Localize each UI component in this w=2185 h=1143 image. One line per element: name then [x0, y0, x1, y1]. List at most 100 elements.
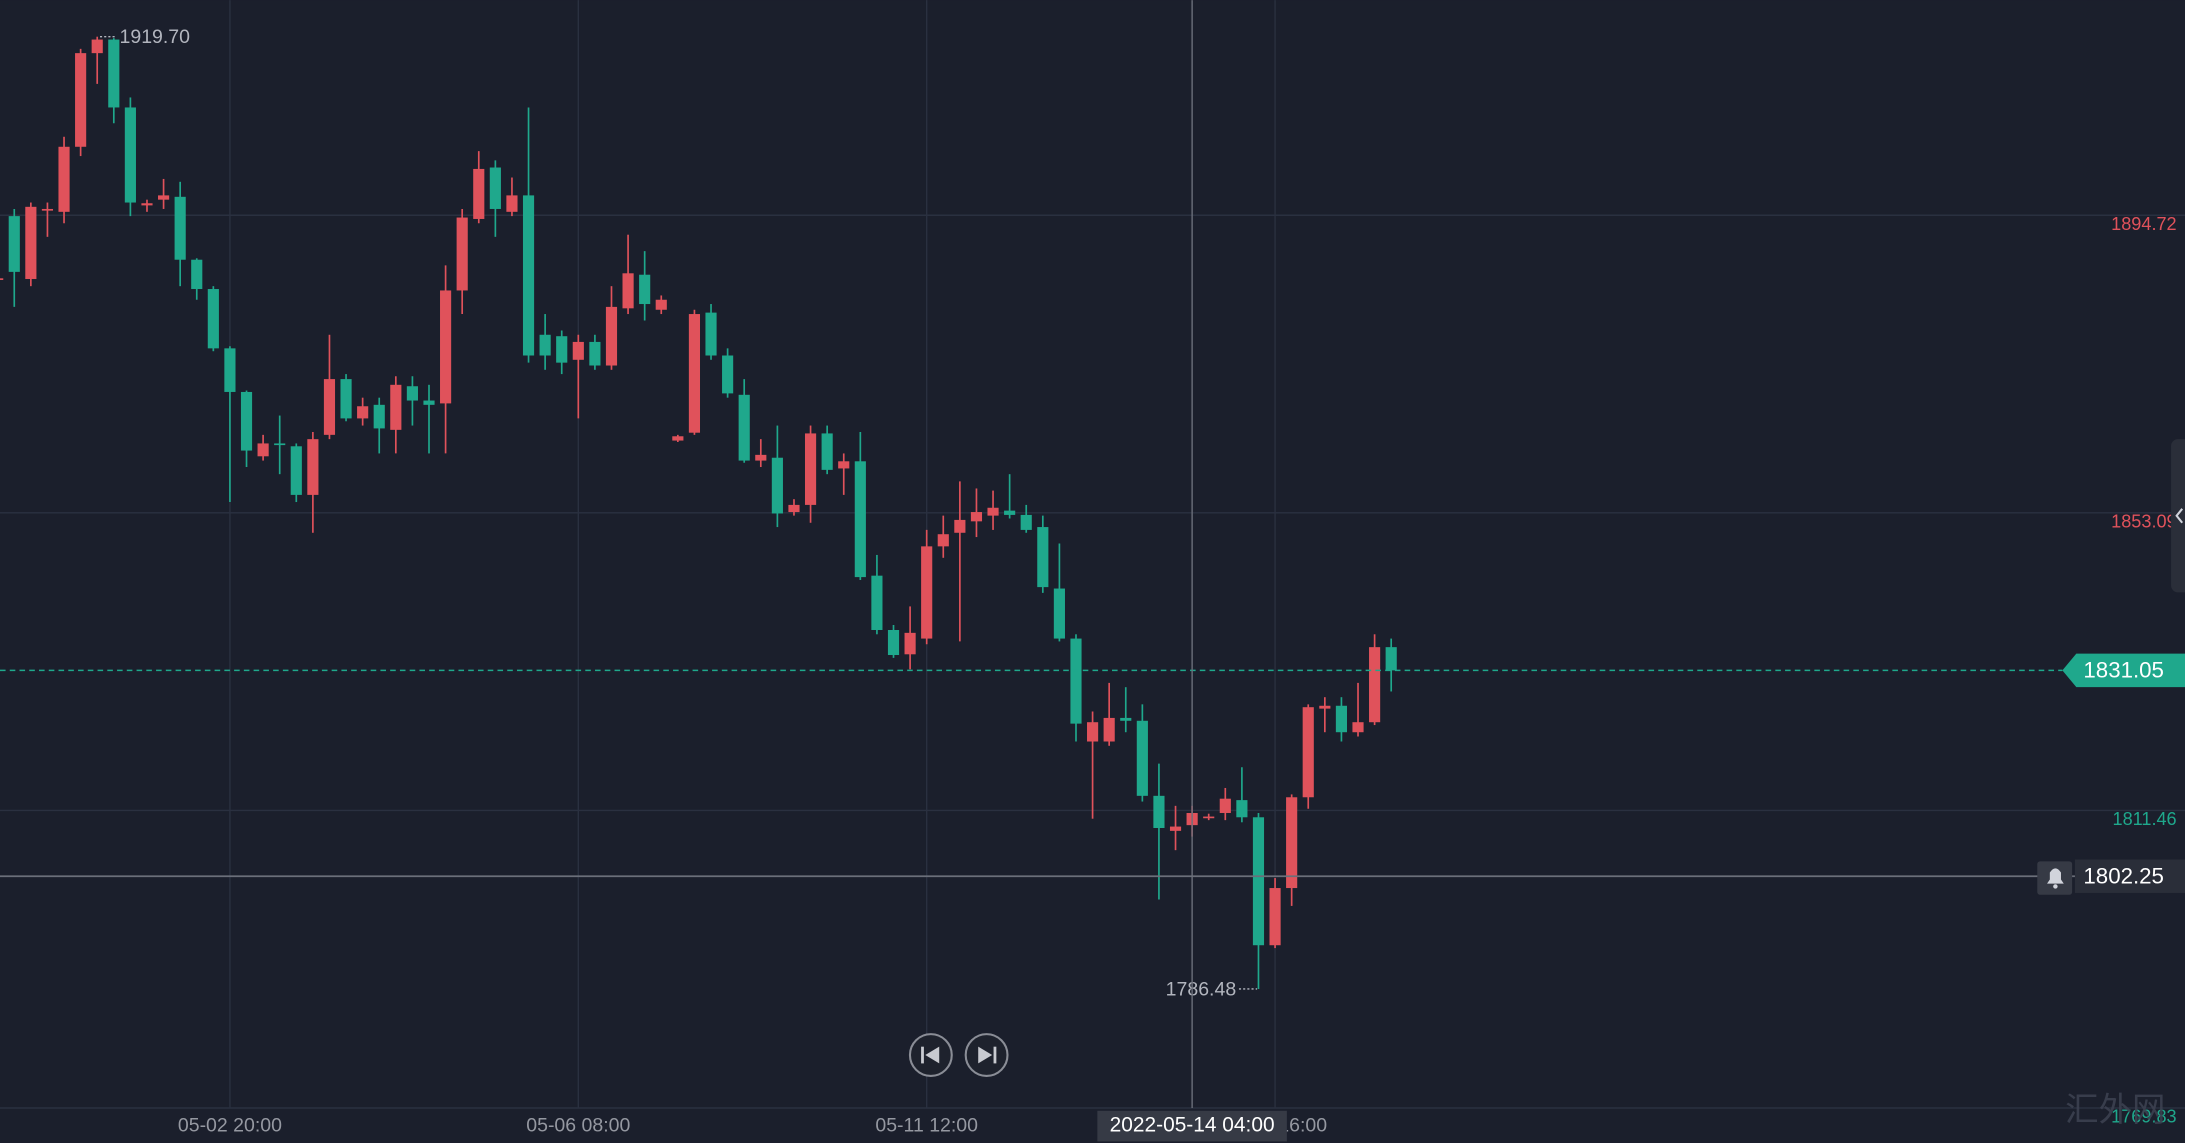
candle-body — [207, 289, 219, 349]
y-tick-label: 1853.09 — [2111, 511, 2176, 531]
icon — [921, 1046, 924, 1064]
candle-body — [838, 461, 850, 469]
candle-body — [954, 519, 966, 533]
candle-body — [1269, 888, 1281, 946]
candle-body — [1286, 797, 1298, 889]
alert-tag — [2074, 859, 2185, 893]
candle-body — [1103, 717, 1115, 742]
candle-body — [357, 406, 369, 419]
candle-body — [1203, 816, 1215, 819]
candle-body — [290, 446, 302, 495]
candle-body — [622, 273, 634, 309]
candle-body — [489, 167, 501, 209]
candle-body — [1369, 647, 1381, 723]
low-marker-label: 1786.48 — [1166, 979, 1237, 1001]
candle-body — [1252, 817, 1265, 946]
candle-body — [440, 290, 452, 404]
candle-body — [887, 629, 900, 656]
candle-body — [340, 379, 352, 419]
candle-body — [1319, 705, 1331, 709]
high-marker-label: 1919.70 — [120, 26, 191, 48]
candle-body — [1020, 514, 1032, 530]
candle-body — [738, 394, 750, 461]
candle-body — [987, 507, 999, 516]
candle-body — [904, 632, 916, 655]
candle-body — [373, 404, 385, 429]
last-price-label: 1831.05 — [2083, 658, 2164, 683]
candle-body — [1169, 826, 1182, 831]
candle-body — [804, 433, 817, 505]
candle-body — [58, 146, 70, 212]
candle-body — [522, 195, 535, 356]
candle-body — [871, 575, 883, 630]
candle-body — [41, 208, 54, 211]
candle-body — [539, 334, 551, 356]
candle-body — [191, 259, 203, 290]
candle-body — [323, 379, 336, 435]
candle-body — [124, 107, 136, 203]
candle-body — [108, 39, 120, 108]
candle-body — [771, 457, 783, 514]
candle-body — [1070, 638, 1082, 724]
bell-icon — [2047, 868, 2064, 884]
replay-forward-button[interactable] — [964, 1033, 1009, 1077]
y-tick-label: 1769.83 — [2111, 1107, 2176, 1127]
candle-body — [556, 336, 568, 363]
candle-body — [224, 348, 236, 392]
candle-body — [1153, 795, 1165, 829]
candle-body — [1004, 510, 1016, 515]
icon — [2175, 508, 2184, 524]
candle-body — [1037, 527, 1049, 588]
candle-body — [921, 546, 933, 639]
candle-body — [174, 196, 186, 260]
candle-body — [639, 274, 651, 305]
candle-body — [1136, 720, 1148, 796]
candle-body — [589, 341, 601, 366]
candle-body — [141, 203, 153, 206]
y-tick-label: 1811.46 — [2113, 809, 2177, 829]
replay-back-button[interactable] — [908, 1033, 953, 1077]
candle-body — [688, 314, 701, 433]
candle-body — [75, 53, 87, 147]
last-price-tag — [2062, 653, 2185, 688]
candle-body — [506, 195, 518, 212]
candle-body — [1302, 707, 1314, 798]
candle-body — [257, 443, 269, 457]
candle-body — [473, 168, 485, 219]
candle-body — [572, 341, 584, 360]
candle-body — [1385, 647, 1397, 671]
grid — [0, 0, 2185, 1109]
plot — [0, 36, 1397, 989]
candle-body — [1087, 722, 1099, 742]
candle-body — [705, 312, 717, 356]
candle-body — [672, 436, 684, 441]
x-tick-label: 05-02 20:00 — [178, 1114, 282, 1136]
candle-body — [605, 306, 618, 366]
candle-body — [1219, 798, 1231, 813]
x-tick-label: 05-06 08:00 — [526, 1114, 630, 1136]
crosshair-tag — [1097, 1110, 1287, 1142]
scroll-handle[interactable] — [2171, 439, 2185, 593]
candle-body — [1352, 722, 1364, 733]
icon — [993, 1046, 997, 1064]
candle-body — [157, 195, 170, 200]
icon — [925, 1046, 940, 1064]
x-tick-label: 05-11 12:00 — [875, 1114, 978, 1136]
watermark: 汇外网 — [2065, 1092, 2165, 1129]
candle-body — [821, 433, 833, 470]
alert-bell-button[interactable] — [2037, 861, 2073, 895]
candle-body — [854, 461, 866, 578]
candle-body — [406, 386, 418, 401]
candle-body — [970, 512, 983, 522]
candle-body — [722, 355, 734, 394]
candle-body — [755, 454, 767, 461]
candle-body — [937, 534, 949, 547]
bell-icon — [2053, 884, 2058, 889]
handle — [2171, 439, 2185, 593]
candle-body — [8, 216, 20, 272]
candle-body — [274, 443, 286, 446]
